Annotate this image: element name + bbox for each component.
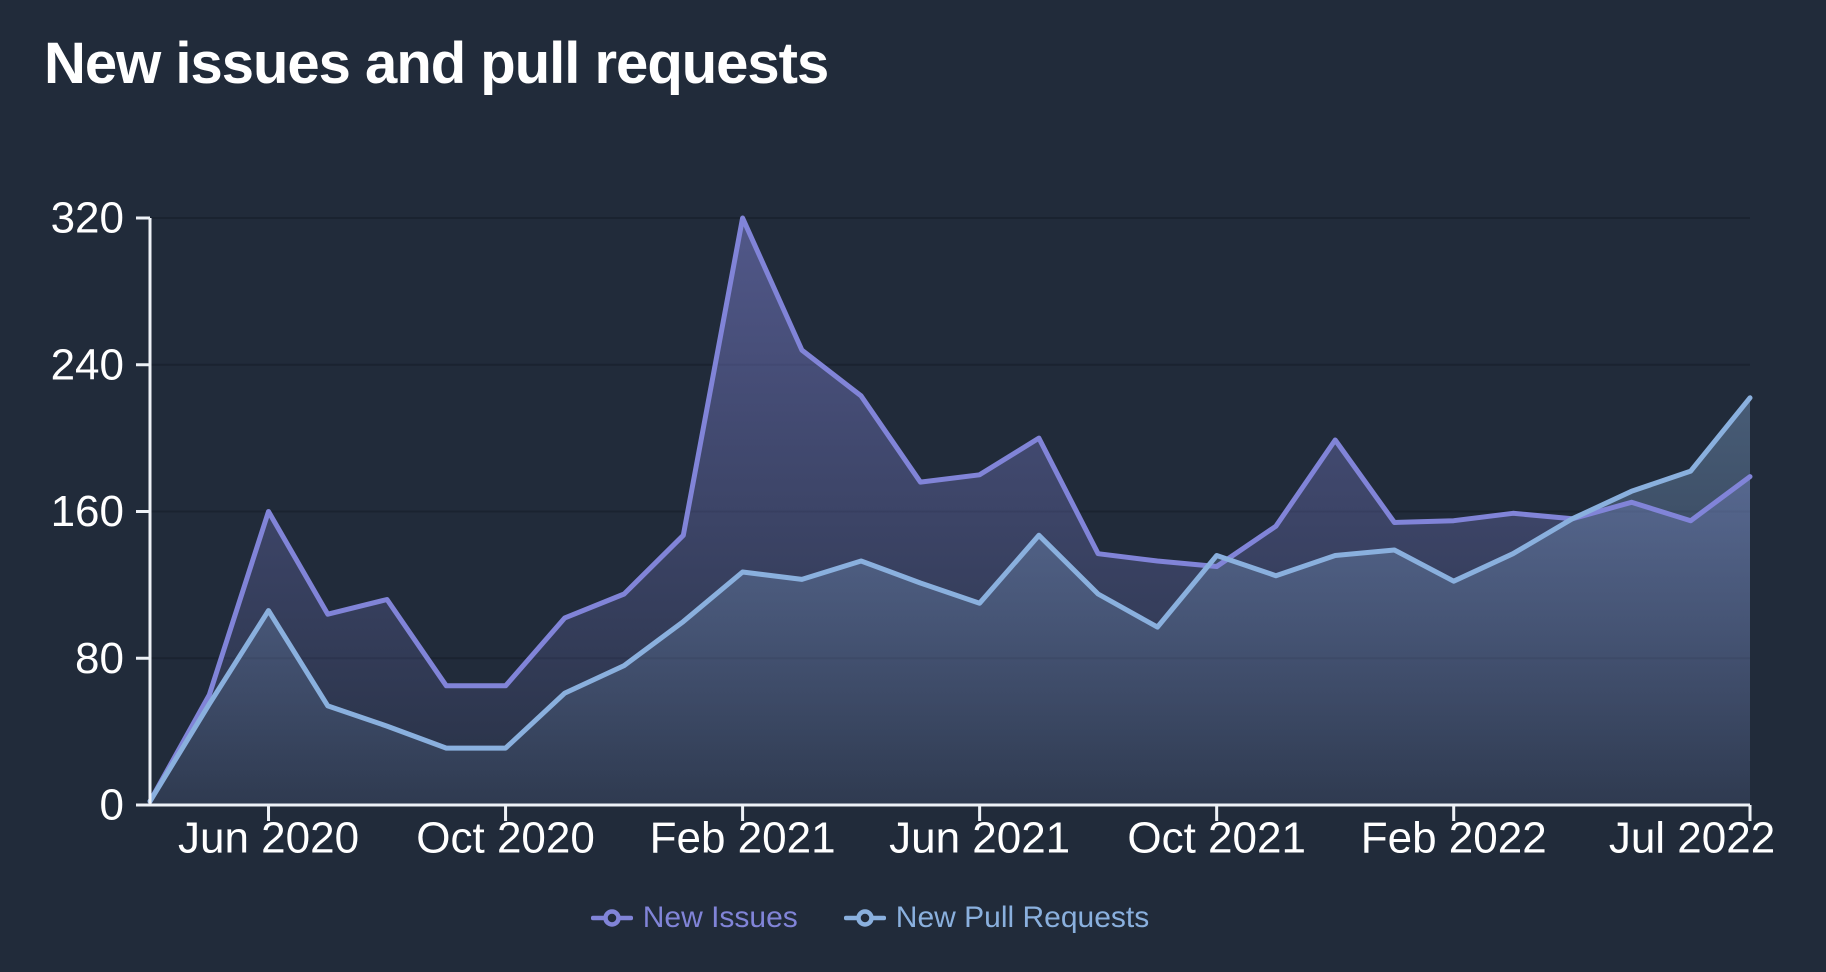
y-tick-label: 160: [51, 487, 124, 536]
x-tick-label: Oct 2020: [416, 814, 595, 863]
line-circle-legend-icon: [843, 909, 886, 927]
legend-item-new-pull-requests[interactable]: New Pull Requests: [843, 901, 1150, 935]
x-tick-label: Jun 2020: [178, 814, 359, 863]
x-tick-label: Oct 2021: [1127, 814, 1306, 863]
page-title: New issues and pull requests: [44, 31, 829, 96]
legend-item-new-issues[interactable]: New Issues: [590, 901, 798, 935]
x-tick-label: Feb 2021: [650, 814, 836, 863]
y-tick-label: 0: [100, 781, 124, 830]
legend-label-new-pull-requests: New Pull Requests: [895, 901, 1150, 934]
axes-group: [136, 216, 1752, 821]
series-areas-group: [150, 218, 1750, 805]
pull-requests-line: [147, 395, 1753, 804]
legend-label-new-issues: New Issues: [642, 901, 798, 934]
pull-requests-area: [150, 397, 1750, 805]
y-tick-label: 320: [51, 194, 124, 243]
axis-labels-group: 0 80 160 240 320 Jun 2020 Oct 2020 Feb 2021 Jun …: [51, 194, 1776, 863]
y-tick-label: 80: [75, 634, 124, 683]
chart-legend: New Issues New Pull Requests: [0, 892, 1740, 944]
series-lines-group: [147, 215, 1753, 804]
line-circle-legend-icon: [590, 909, 633, 927]
y-tick-label: 240: [51, 340, 124, 389]
x-tick-label: Feb 2022: [1361, 814, 1547, 863]
x-tick-label: Jun 2021: [889, 814, 1070, 863]
x-tick-label: Jul 2022: [1609, 814, 1775, 863]
issues-line: [147, 215, 1753, 804]
